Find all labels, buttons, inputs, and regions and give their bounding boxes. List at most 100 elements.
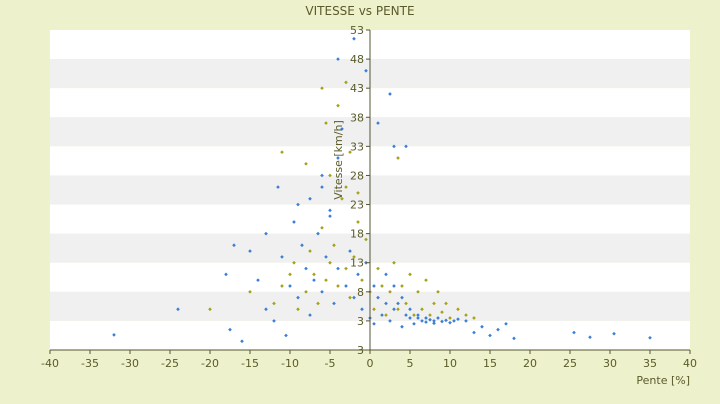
data-point-series-a — [276, 185, 280, 189]
data-point-series-a — [284, 333, 288, 338]
data-point-series-a — [404, 313, 408, 317]
data-point-series-a — [228, 327, 232, 332]
x-ticks: -40 -35 -30 -25 -20 -15 -10 -5 0 5 10 15 20 25 30 35 40 — [41, 350, 697, 370]
y-tick-label: 18 — [350, 228, 364, 241]
x-tick-label: 0 — [367, 357, 374, 370]
data-point-series-a — [424, 320, 428, 324]
data-point-series-b — [280, 284, 284, 288]
data-point-series-b — [344, 266, 348, 271]
x-axis-label: Pente [%] — [636, 374, 690, 387]
data-point-series-a — [376, 295, 380, 300]
y-tick-label: 28 — [350, 169, 364, 182]
y-tick-label: 48 — [350, 53, 364, 66]
data-point-series-a — [112, 333, 116, 337]
data-point-series-a — [336, 156, 340, 160]
data-point-series-a — [296, 295, 300, 300]
data-point-series-a — [504, 321, 508, 326]
data-point-series-a — [360, 307, 364, 312]
data-point-series-a — [232, 243, 236, 248]
data-point-series-b — [360, 278, 364, 283]
data-point-series-a — [432, 319, 436, 323]
data-point-series-a — [408, 316, 412, 320]
data-point-series-a — [464, 319, 468, 323]
data-point-series-b — [392, 260, 396, 265]
data-point-series-b — [416, 289, 420, 294]
data-point-series-a — [400, 324, 404, 329]
data-point-series-b — [312, 272, 316, 277]
data-point-series-b — [472, 316, 476, 320]
data-point-series-a — [376, 121, 380, 125]
y-tick-label: 13 — [350, 257, 364, 270]
y-tick-label: 43 — [350, 82, 364, 95]
x-tick-label: -25 — [161, 357, 179, 370]
data-point-series-a — [416, 316, 420, 320]
data-points — [112, 36, 652, 344]
data-point-series-b — [356, 191, 360, 195]
data-point-series-b — [352, 255, 356, 259]
data-point-series-a — [264, 231, 268, 236]
data-point-series-b — [424, 278, 428, 283]
data-point-series-a — [356, 272, 360, 277]
data-point-series-b — [292, 260, 296, 265]
data-point-series-a — [432, 321, 436, 326]
x-tick-label: -20 — [201, 357, 219, 370]
y-tick-label: 33 — [350, 140, 364, 153]
data-point-series-a — [324, 255, 328, 259]
data-point-series-a — [320, 173, 324, 178]
data-point-series-a — [304, 266, 308, 271]
x-tick-label: 5 — [407, 357, 414, 370]
data-point-series-a — [380, 313, 384, 317]
data-point-series-a — [512, 336, 516, 341]
data-point-series-a — [480, 324, 484, 329]
data-point-series-a — [320, 185, 324, 189]
data-point-series-b — [344, 185, 348, 189]
data-point-series-b — [336, 284, 340, 288]
data-point-series-a — [364, 68, 368, 73]
data-point-series-b — [332, 243, 336, 248]
data-point-series-a — [384, 301, 388, 306]
data-point-series-a — [396, 301, 400, 306]
y-tick-label: 3 — [357, 315, 364, 328]
data-point-series-b — [288, 272, 292, 277]
data-point-series-a — [572, 330, 576, 335]
data-point-series-a — [332, 301, 336, 306]
data-point-series-b — [436, 289, 440, 294]
data-point-series-b — [396, 156, 400, 160]
data-point-series-a — [316, 231, 320, 236]
data-point-series-a — [348, 249, 352, 253]
data-point-series-a — [296, 202, 300, 207]
data-point-series-a — [388, 319, 392, 323]
data-point-series-a — [436, 316, 440, 320]
data-point-series-b — [324, 278, 328, 283]
data-point-series-a — [292, 220, 296, 224]
data-point-series-b — [340, 196, 344, 201]
x-tick-label: 40 — [683, 357, 697, 370]
data-point-series-a — [328, 208, 332, 213]
chart-title: VITESSE vs PENTE — [305, 4, 414, 18]
y-tick-label: 8 — [357, 286, 364, 299]
x-tick-label: -30 — [121, 357, 139, 370]
data-point-series-a — [400, 295, 404, 300]
data-point-series-b — [384, 313, 388, 317]
data-point-series-b — [208, 307, 212, 312]
data-point-series-b — [280, 150, 284, 155]
data-point-series-a — [416, 313, 420, 317]
data-point-series-b — [316, 301, 320, 306]
data-point-series-a — [392, 284, 396, 288]
data-point-series-a — [372, 284, 376, 288]
y-axis-label: Vitesse [km/h] — [332, 120, 345, 200]
data-point-series-a — [448, 320, 452, 325]
data-point-series-b — [396, 307, 400, 312]
data-point-series-a — [280, 255, 284, 259]
data-point-series-a — [264, 307, 268, 312]
data-point-series-b — [440, 310, 444, 315]
data-point-series-a — [456, 317, 460, 322]
data-point-series-b — [320, 225, 324, 230]
data-point-series-a — [588, 335, 592, 340]
data-point-series-b — [428, 313, 432, 317]
data-point-series-a — [344, 284, 348, 288]
data-point-series-a — [392, 144, 396, 149]
data-point-series-b — [248, 289, 252, 294]
y-tick-label: 38 — [350, 111, 364, 124]
